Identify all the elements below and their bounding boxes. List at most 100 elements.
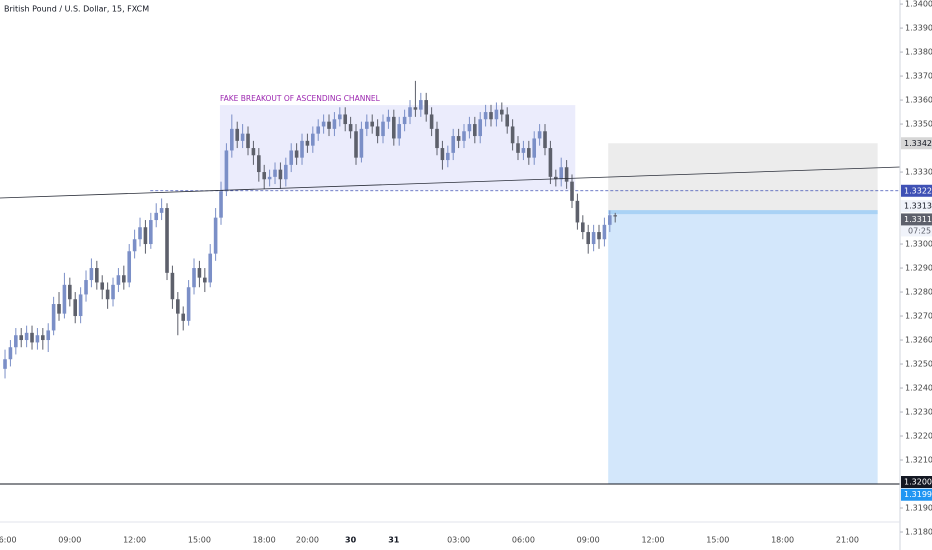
- candle-body: [149, 220, 153, 245]
- candle-body: [143, 227, 148, 245]
- candle-body: [73, 299, 78, 317]
- candle-body: [462, 131, 466, 141]
- candle-body: [251, 148, 256, 156]
- candle-body: [230, 128, 234, 151]
- candle-body: [527, 148, 531, 158]
- y-tick-label: 1.33700: [905, 72, 932, 81]
- candle-body: [478, 119, 483, 137]
- price-label: 1.33222: [904, 186, 932, 195]
- candle-body: [381, 121, 385, 137]
- candle-body: [203, 277, 207, 283]
- candle-body: [300, 140, 304, 158]
- candle-body: [429, 114, 434, 129]
- candle-body: [440, 148, 445, 161]
- candle-body: [186, 287, 191, 321]
- candle-body: [548, 148, 553, 177]
- price-label: 1.33420: [904, 139, 932, 148]
- y-tick-label: 1.33500: [905, 120, 932, 129]
- y-tick-label: 1.33800: [905, 48, 932, 57]
- candle-body: [446, 152, 450, 161]
- price-label: 1.33133: [904, 202, 932, 211]
- candle-body: [483, 112, 488, 120]
- candle-body: [213, 217, 218, 254]
- candle-body: [208, 253, 213, 283]
- candle-body: [14, 335, 18, 348]
- candle-body: [451, 136, 456, 153]
- x-tick-label: 12:00: [641, 536, 664, 545]
- candle-body: [386, 116, 391, 122]
- candle-body: [62, 284, 67, 314]
- price-label-bg: [901, 476, 932, 489]
- x-tick-label: 30: [345, 536, 357, 545]
- candle-body: [327, 121, 331, 129]
- x-tick-label: 18:00: [253, 536, 276, 545]
- candle-body: [586, 232, 591, 245]
- y-tick-label: 1.33300: [905, 168, 932, 177]
- candle-body: [570, 181, 574, 201]
- candle-body: [68, 284, 72, 300]
- candle-body: [262, 172, 267, 180]
- x-tick-label: 15:00: [188, 536, 211, 545]
- candle-body: [100, 282, 105, 290]
- x-tick-label: 06:00: [512, 536, 535, 545]
- candle-body: [294, 150, 299, 158]
- x-tick-label: 18:00: [771, 536, 794, 545]
- candle-body: [84, 280, 88, 295]
- candle-body: [332, 119, 337, 129]
- candle-body: [489, 112, 493, 120]
- candle-body: [608, 215, 612, 225]
- candle-body: [575, 200, 580, 223]
- x-tick-label: 21:00: [836, 536, 859, 545]
- candle-body: [35, 335, 40, 343]
- candle-body: [370, 121, 375, 127]
- price-label-bg: [901, 200, 932, 213]
- trend-line: [0, 166, 900, 199]
- candle-body: [219, 191, 223, 218]
- candle-body: [359, 128, 364, 158]
- candle-body: [543, 131, 547, 149]
- candle-body: [532, 138, 537, 158]
- x-tick-label: 20:00: [296, 536, 319, 545]
- candle-body: [521, 148, 526, 153]
- candle-body: [57, 304, 61, 314]
- candle-body: [456, 136, 461, 141]
- x-tick-label: 09:00: [58, 536, 81, 545]
- candle-body: [494, 109, 499, 120]
- candle-body: [240, 133, 245, 141]
- x-tick-label: 09:00: [577, 536, 600, 545]
- y-tick-label: 1.32800: [905, 288, 932, 297]
- candle-body: [581, 222, 585, 233]
- countdown: 07:25: [908, 226, 931, 235]
- candle-body: [89, 268, 94, 281]
- candle-body: [273, 169, 277, 177]
- candle-body: [127, 251, 132, 283]
- candle-body: [597, 232, 601, 240]
- price-label-bg: [901, 137, 932, 150]
- candle-body: [473, 124, 477, 137]
- y-tick-label: 1.32100: [905, 456, 932, 465]
- candle-body: [46, 330, 51, 341]
- candle-body: [181, 313, 186, 321]
- candle-body: [311, 133, 315, 146]
- candle-body: [3, 359, 7, 369]
- candle-body: [613, 215, 618, 217]
- candle-body: [537, 131, 542, 139]
- candle-body: [197, 268, 202, 278]
- candle-body: [192, 268, 196, 288]
- candle-body: [267, 176, 272, 180]
- candle-body: [354, 131, 358, 158]
- candle-body: [105, 289, 110, 300]
- candle-body: [246, 133, 250, 149]
- candle-body: [95, 268, 99, 283]
- candle-body: [413, 107, 418, 110]
- candle-body: [170, 272, 175, 300]
- y-tick-label: 1.33600: [905, 96, 932, 105]
- candle-body: [397, 124, 402, 139]
- candle-body: [305, 140, 310, 146]
- y-tick-label: 1.33000: [905, 240, 932, 249]
- candle-body: [165, 208, 169, 273]
- candle-body: [224, 150, 229, 192]
- y-tick-label: 1.32700: [905, 312, 932, 321]
- candle-body: [365, 121, 369, 129]
